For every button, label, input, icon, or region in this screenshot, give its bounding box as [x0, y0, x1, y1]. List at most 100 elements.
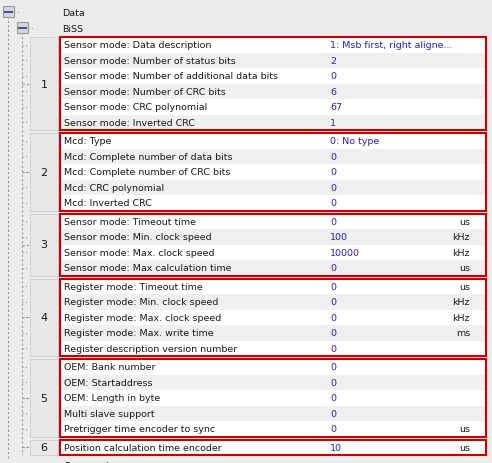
Text: 0: 0	[330, 168, 336, 177]
Text: Mcd: Complete number of CRC bits: Mcd: Complete number of CRC bits	[64, 168, 230, 177]
Text: 4: 4	[40, 313, 48, 323]
Text: kHz: kHz	[453, 298, 470, 307]
Text: 3: 3	[40, 240, 48, 250]
Text: Register description version number: Register description version number	[64, 344, 237, 353]
Text: 0: 0	[330, 344, 336, 353]
Bar	[30, 134, 58, 211]
Text: Mcd: CRC polynomial: Mcd: CRC polynomial	[64, 183, 164, 192]
Bar	[61, 439, 485, 455]
Bar	[61, 195, 485, 211]
Bar	[61, 294, 485, 310]
Bar	[61, 325, 485, 341]
Text: ms: ms	[456, 329, 470, 338]
Text: 2: 2	[330, 56, 336, 66]
Bar	[61, 38, 485, 53]
Bar	[17, 23, 28, 34]
Bar	[61, 84, 485, 100]
Bar	[61, 359, 485, 375]
Text: Mcd: Inverted CRC: Mcd: Inverted CRC	[64, 199, 152, 208]
Text: 0: No type: 0: No type	[330, 137, 379, 146]
Bar	[61, 165, 485, 180]
Text: 0: 0	[330, 72, 336, 81]
Text: 0: 0	[330, 264, 336, 273]
Text: us: us	[459, 264, 470, 273]
Text: Sensor mode: Min. clock speed: Sensor mode: Min. clock speed	[64, 233, 212, 242]
Bar	[30, 279, 58, 356]
Bar	[60, 214, 486, 276]
Bar	[30, 214, 58, 276]
Bar	[61, 421, 485, 437]
Text: 100: 100	[330, 233, 348, 242]
Text: Sensor mode: Number of CRC bits: Sensor mode: Number of CRC bits	[64, 88, 226, 97]
Bar	[30, 38, 58, 131]
Text: kHz: kHz	[453, 233, 470, 242]
Text: 0: 0	[330, 298, 336, 307]
Bar	[61, 214, 485, 230]
Text: 2: 2	[40, 168, 48, 177]
Text: 0: 0	[330, 199, 336, 208]
Text: Sensor mode: Data description: Sensor mode: Data description	[64, 41, 212, 50]
Text: 0: 0	[330, 409, 336, 418]
Bar	[61, 53, 485, 69]
Text: Sensor mode: CRC polynomial: Sensor mode: CRC polynomial	[64, 103, 207, 112]
Bar	[60, 359, 486, 437]
Text: 6: 6	[330, 88, 336, 97]
Bar	[61, 310, 485, 325]
Text: Sensor mode: Max. clock speed: Sensor mode: Max. clock speed	[64, 248, 215, 257]
Text: Position calculation time encoder: Position calculation time encoder	[64, 443, 222, 452]
Text: 0: 0	[330, 378, 336, 387]
Text: 5: 5	[40, 393, 48, 403]
Bar	[61, 180, 485, 195]
Bar	[60, 439, 486, 455]
Text: 0: 0	[330, 363, 336, 371]
Text: kHz: kHz	[453, 248, 470, 257]
Text: Sensor mode: Number of status bits: Sensor mode: Number of status bits	[64, 56, 236, 66]
Bar	[61, 115, 485, 131]
Text: 1: Msb first, right aligne...: 1: Msb first, right aligne...	[330, 41, 453, 50]
Text: Register mode: Max. clock speed: Register mode: Max. clock speed	[64, 313, 221, 322]
Text: 1: 1	[40, 79, 48, 89]
Text: OEM: Bank number: OEM: Bank number	[64, 363, 155, 371]
Text: Mcd: Type: Mcd: Type	[64, 137, 111, 146]
Text: 0: 0	[330, 394, 336, 402]
Bar	[61, 279, 485, 294]
Text: us: us	[459, 424, 470, 433]
Text: Reserved: Reserved	[64, 462, 109, 463]
Bar	[60, 38, 486, 131]
Bar	[30, 439, 58, 455]
Bar	[61, 100, 485, 115]
Text: Register mode: Timeout time: Register mode: Timeout time	[64, 282, 203, 291]
Text: 0: 0	[330, 183, 336, 192]
Text: BiSS: BiSS	[62, 25, 83, 34]
Text: 10000: 10000	[330, 248, 360, 257]
Text: us: us	[459, 217, 470, 226]
Text: Register mode: Max. write time: Register mode: Max. write time	[64, 329, 214, 338]
Text: 6: 6	[40, 442, 48, 452]
Text: Sensor mode: Timeout time: Sensor mode: Timeout time	[64, 217, 196, 226]
Bar	[61, 406, 485, 421]
Bar	[61, 149, 485, 165]
Text: 1: 1	[330, 119, 336, 127]
Text: 10: 10	[330, 443, 342, 452]
Text: Pretrigger time encoder to sync: Pretrigger time encoder to sync	[64, 424, 215, 433]
Bar	[30, 359, 58, 437]
Bar	[61, 260, 485, 276]
Text: Sensor mode: Number of additional data bits: Sensor mode: Number of additional data b…	[64, 72, 278, 81]
Bar	[61, 341, 485, 356]
Text: 0: 0	[330, 282, 336, 291]
Text: Register mode: Min. clock speed: Register mode: Min. clock speed	[64, 298, 218, 307]
Text: Sensor mode: Max calculation time: Sensor mode: Max calculation time	[64, 264, 232, 273]
Text: 67: 67	[330, 103, 342, 112]
Text: Mcd: Complete number of data bits: Mcd: Complete number of data bits	[64, 152, 233, 162]
Text: OEM: Startaddress: OEM: Startaddress	[64, 378, 153, 387]
Text: Sensor mode: Inverted CRC: Sensor mode: Inverted CRC	[64, 119, 195, 127]
Text: Data: Data	[62, 9, 85, 19]
Bar	[61, 390, 485, 406]
Text: 0: 0	[330, 329, 336, 338]
Bar	[60, 134, 486, 211]
Bar	[61, 134, 485, 149]
Text: us: us	[459, 443, 470, 452]
Bar	[3, 7, 14, 18]
Text: us: us	[459, 282, 470, 291]
Bar	[61, 245, 485, 260]
